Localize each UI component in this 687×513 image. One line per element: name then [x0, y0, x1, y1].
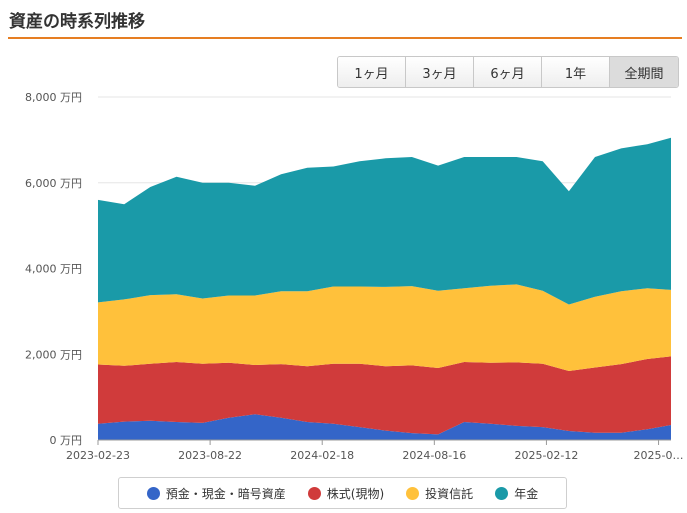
y-tick-label: 4,000 万円 [25, 263, 82, 276]
header: 資産の時系列推移 [0, 0, 687, 40]
range-button-3-months[interactable]: 3ヶ月 [406, 57, 474, 87]
legend-item-cash[interactable]: 預金・現金・暗号資産 [146, 485, 286, 502]
x-tick-label: 2024-02-18 [290, 449, 354, 462]
page-title: 資産の時系列推移 [9, 12, 145, 32]
legend-swatch-pension [495, 486, 509, 500]
x-tick-label: 2024-08-16 [402, 449, 466, 462]
x-tick-label: 2023-02-23 [66, 449, 130, 462]
legend-swatch-stocks [307, 486, 321, 500]
legend-swatch-funds [406, 486, 420, 500]
legend-label-pension: 年金 [514, 486, 539, 501]
x-tick-label: 2023-08-22 [178, 449, 242, 462]
legend-label-stocks: 株式(現物) [326, 486, 385, 501]
y-tick-label: 2,000 万円 [25, 348, 82, 361]
area-series-1 [98, 414, 671, 440]
range-selector: 1ヶ月 3ヶ月 6ヶ月 1年 全期間 [337, 56, 679, 88]
range-button-all-period[interactable]: 全期間 [610, 57, 678, 87]
legend-swatch-cash [146, 486, 160, 500]
chart-legend: 預金・現金・暗号資産 株式(現物) 投資信託 年金 [118, 477, 567, 509]
legend-label-funds: 投資信託 [425, 486, 474, 501]
area-series-2 [98, 356, 671, 435]
range-button-6-months[interactable]: 6ヶ月 [474, 57, 542, 87]
x-tick-label: 2025-0… [634, 449, 684, 462]
title-divider [8, 37, 682, 39]
legend-label-cash: 預金・現金・暗号資産 [165, 486, 286, 501]
range-button-1-year[interactable]: 1年 [542, 57, 610, 87]
legend-item-funds[interactable]: 投資信託 [406, 485, 473, 502]
legend-item-pension[interactable]: 年金 [495, 485, 538, 502]
y-tick-label: 0 万円 [50, 434, 83, 447]
y-tick-label: 8,000 万円 [25, 91, 82, 104]
area-series-3 [98, 284, 671, 371]
area-series-4 [98, 137, 671, 305]
asset-area-chart: 0 万円 2,000 万円 4,000 万円 6,000 万円 8,000 万円 2023… [25, 91, 684, 462]
y-tick-label: 6,000 万円 [25, 177, 82, 190]
legend-item-stocks[interactable]: 株式(現物) [307, 485, 385, 502]
range-button-1-month[interactable]: 1ヶ月 [338, 57, 406, 87]
x-tick-label: 2025-02-12 [514, 449, 578, 462]
